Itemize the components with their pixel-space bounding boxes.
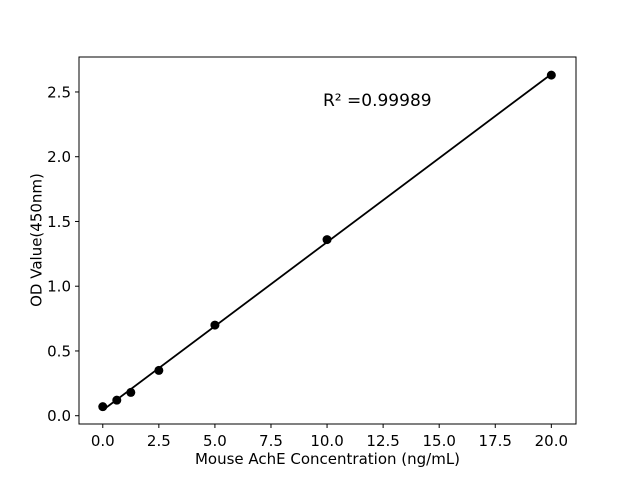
data-point: [112, 395, 122, 405]
y-axis-tick-label: 0.0: [47, 407, 71, 425]
data-point: [546, 70, 556, 80]
x-axis-label: Mouse AchE Concentration (ng/mL): [194, 450, 461, 468]
y-axis-tick-label: 2.0: [47, 148, 71, 166]
y-axis-tick-label: 1.0: [47, 278, 71, 296]
r-squared-annotation: R² =0.99989: [323, 91, 432, 111]
x-axis-tick-label: 17.5: [479, 432, 512, 450]
data-point: [322, 235, 332, 245]
data-point: [210, 320, 220, 330]
y-axis-tick-label: 1.5: [47, 213, 71, 231]
x-axis-tick-label: 2.5: [147, 432, 171, 450]
y-axis-label: OD Value(450nm): [27, 173, 46, 307]
x-axis-tick-label: 7.5: [259, 432, 283, 450]
data-point: [154, 365, 164, 375]
x-axis-tick-label: 10.0: [310, 432, 343, 450]
y-axis-tick-label: 0.5: [47, 342, 71, 360]
data-point: [98, 402, 108, 412]
x-axis-tick-label: 20.0: [535, 432, 568, 450]
x-axis-tick-label: 0.0: [91, 432, 115, 450]
y-axis-tick-label: 2.5: [47, 83, 71, 101]
x-axis-tick-label: 12.5: [366, 432, 399, 450]
x-axis-tick-label: 15.0: [422, 432, 455, 450]
x-axis-tick-label: 5.0: [203, 432, 227, 450]
data-point: [126, 387, 136, 397]
